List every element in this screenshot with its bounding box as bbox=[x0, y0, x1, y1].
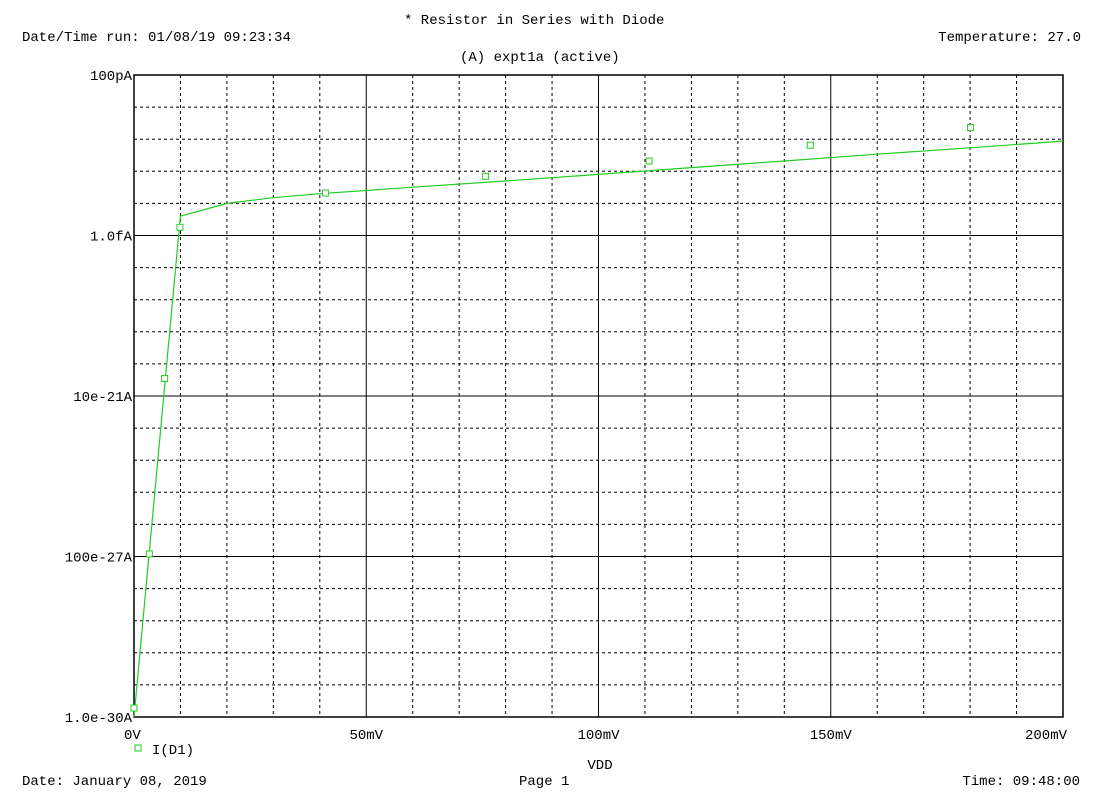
x-tick-label: 200mV bbox=[1025, 728, 1068, 744]
x-tick-label: 50mV bbox=[349, 728, 383, 744]
legend: I(D1) bbox=[134, 743, 194, 759]
data-point-marker bbox=[645, 157, 653, 165]
x-tick-label: 0V bbox=[124, 728, 141, 744]
x-tick-label: 150mV bbox=[810, 728, 853, 744]
plot-frame bbox=[133, 74, 1064, 718]
y-tick-label: 10e-21A bbox=[73, 390, 132, 406]
data-point-marker bbox=[967, 124, 975, 132]
legend-marker bbox=[134, 744, 142, 752]
y-tick-label: 100pA bbox=[90, 69, 133, 85]
y-tick-label: 100e-27A bbox=[65, 551, 133, 567]
legend-label: I(D1) bbox=[152, 743, 194, 759]
series-layer bbox=[130, 124, 1064, 718]
data-point-marker bbox=[176, 223, 184, 231]
plot-border bbox=[133, 74, 1064, 718]
grid bbox=[134, 75, 1063, 717]
series-line bbox=[133, 140, 1064, 718]
data-point-marker bbox=[482, 172, 490, 180]
data-point-marker bbox=[321, 189, 329, 197]
y-tick-label: 1.0fA bbox=[90, 230, 133, 246]
chart-title: * Resistor in Series with Diode bbox=[404, 13, 665, 29]
data-point-marker bbox=[130, 704, 138, 712]
axis-ticks: 1.0e-30A 100e-27A 10e-21A 1.0fA 100pA 0V 50mV 1… bbox=[65, 69, 1068, 744]
data-point-marker bbox=[145, 550, 153, 558]
data-point-marker bbox=[161, 375, 169, 383]
x-axis-label: VDD bbox=[587, 758, 612, 774]
footer-time: Time: 09:48:00 bbox=[962, 774, 1080, 790]
data-point-marker bbox=[806, 141, 814, 149]
footer-page: Page 1 bbox=[519, 774, 570, 790]
plot-label: (A) expt1a (active) bbox=[460, 50, 620, 66]
x-tick-label: 100mV bbox=[577, 728, 620, 744]
y-tick-label: 1.0e-30A bbox=[65, 711, 133, 727]
footer-date: Date: January 08, 2019 bbox=[22, 774, 207, 790]
datetime-run-label: Date/Time run: 01/08/19 09:23:34 bbox=[22, 30, 291, 46]
temperature-label: Temperature: 27.0 bbox=[938, 30, 1081, 46]
